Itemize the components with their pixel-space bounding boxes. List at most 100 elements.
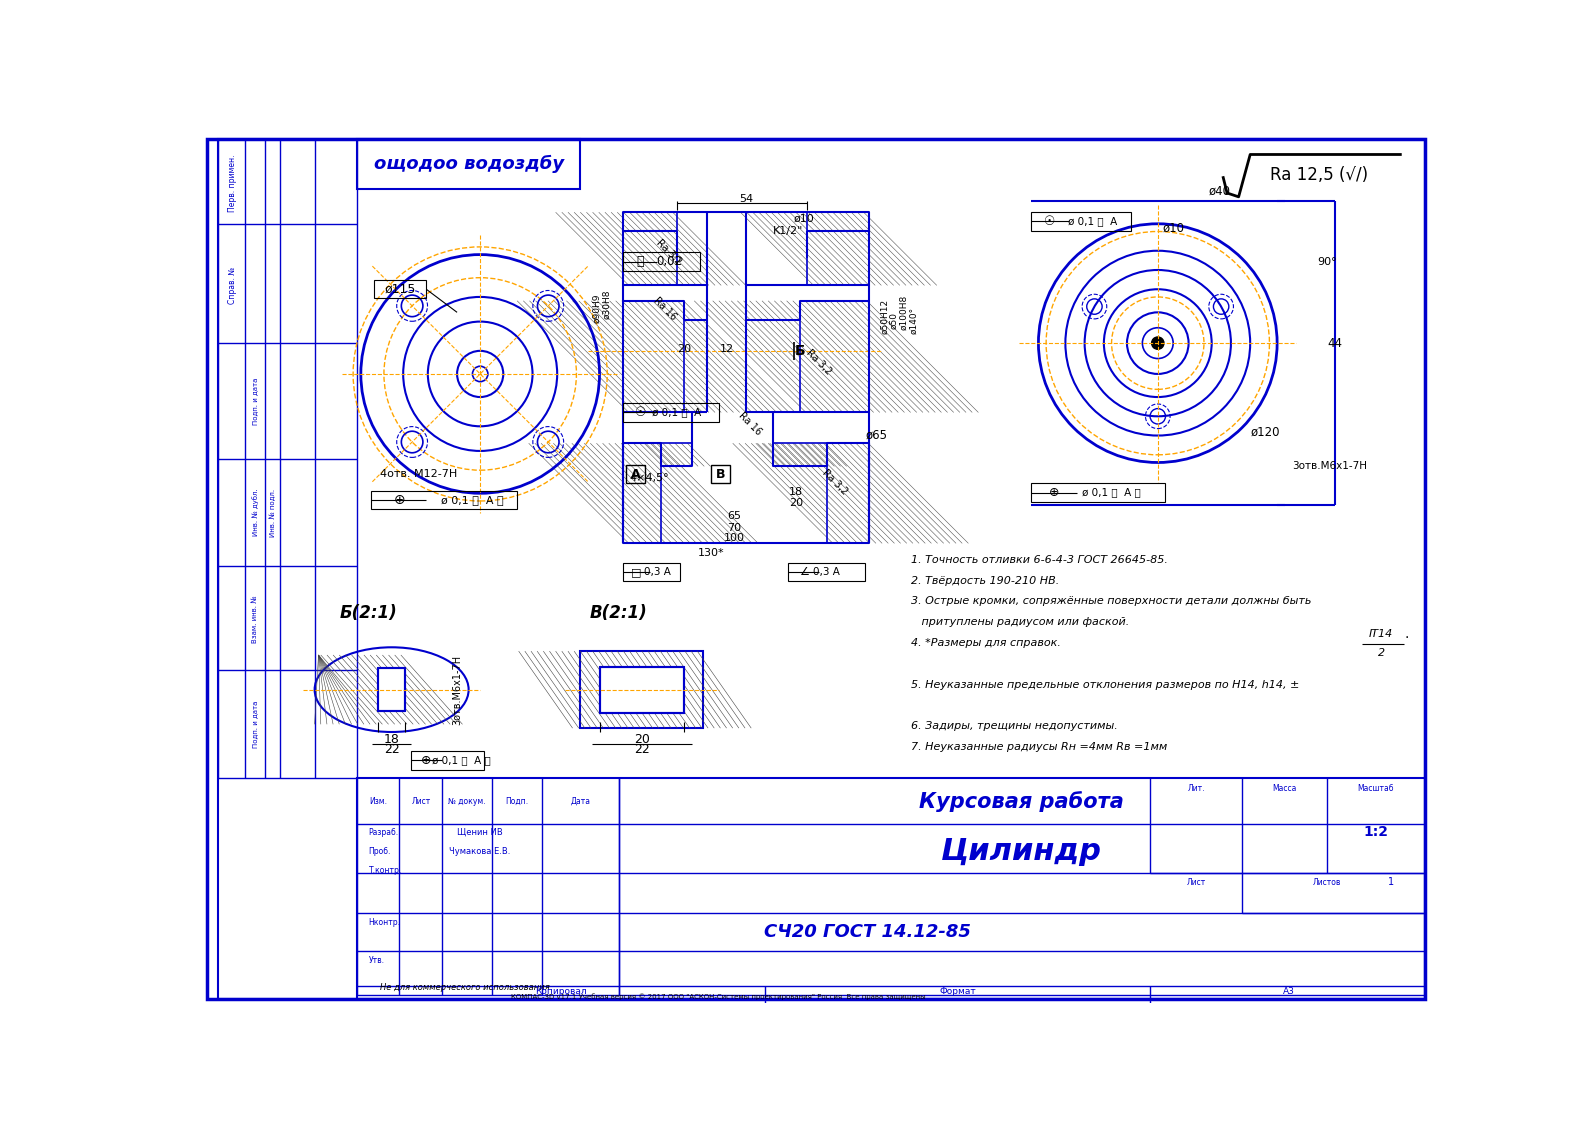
Text: ⊕: ⊕: [393, 494, 404, 507]
Bar: [807, 212, 869, 285]
Text: 0,3 А: 0,3 А: [643, 567, 670, 577]
Bar: [826, 443, 869, 543]
Bar: [772, 443, 826, 467]
Text: Чумакова Е.В.: Чумакова Е.В.: [449, 846, 511, 855]
Text: Проб.: Проб.: [368, 846, 392, 855]
Text: ø50H12: ø50H12: [880, 299, 888, 334]
Text: 3отв.М6х1-7Н: 3отв.М6х1-7Н: [1293, 461, 1368, 471]
Text: Листов: Листов: [1313, 878, 1342, 887]
Text: ⊕: ⊕: [420, 754, 431, 767]
Text: ø50: ø50: [890, 311, 898, 329]
Text: K1/2": K1/2": [774, 227, 804, 237]
Text: ø100H8: ø100H8: [899, 295, 907, 330]
Text: 7. Неуказанные радиусы Rн =4мм Rв =1мм: 7. Неуказанные радиусы Rн =4мм Rв =1мм: [911, 742, 1167, 752]
Bar: [1030, 212, 1130, 231]
Text: Не для коммерческого использования: Не для коммерческого использования: [380, 983, 549, 992]
Text: 12: 12: [720, 345, 734, 354]
Text: 65: 65: [728, 512, 742, 522]
Text: B: B: [716, 468, 726, 480]
Text: Б(2:1): Б(2:1): [339, 604, 398, 622]
Text: ⊕: ⊕: [1049, 486, 1059, 499]
Text: ø90H9: ø90H9: [592, 294, 602, 323]
Text: 130*: 130*: [697, 549, 724, 558]
Text: 1: 1: [1388, 877, 1395, 887]
Text: 0,3 А: 0,3 А: [814, 567, 841, 577]
Text: 100: 100: [724, 533, 745, 543]
Bar: [799, 301, 869, 412]
Bar: [357, 778, 1425, 1000]
Bar: [712, 464, 729, 483]
Text: ∠: ∠: [799, 567, 809, 577]
Text: Инв. № дубл.: Инв. № дубл.: [252, 489, 259, 536]
Text: ☉: ☉: [1044, 215, 1055, 228]
Text: Ra 3,2: Ra 3,2: [654, 238, 683, 267]
Text: Ra 3,2: Ra 3,2: [804, 348, 834, 376]
Text: ø30H8: ø30H8: [603, 290, 611, 319]
Text: притуплены радиусом или фаской.: притуплены радиусом или фаской.: [911, 618, 1130, 628]
Text: 0,02: 0,02: [656, 255, 681, 268]
Text: Цилиндр: Цилиндр: [941, 837, 1102, 866]
Bar: [1030, 483, 1165, 502]
Text: ощодоо водоздбу: ощодоо водоздбу: [374, 154, 564, 172]
Bar: [357, 139, 579, 189]
Text: Копировал: Копировал: [535, 987, 587, 996]
Text: 90°: 90°: [1317, 257, 1337, 267]
Bar: [622, 443, 661, 543]
Text: Б: Б: [794, 344, 806, 358]
Text: Лист: Лист: [411, 797, 430, 806]
Text: ø 0,1 Ⓜ  А: ø 0,1 Ⓜ А: [651, 408, 700, 417]
Bar: [622, 403, 720, 421]
Text: Подп. и дата: Подп. и дата: [253, 378, 258, 425]
Text: 2. Твёрдость 190-210 НВ.: 2. Твёрдость 190-210 НВ.: [911, 576, 1060, 586]
Text: 20: 20: [677, 345, 691, 354]
Bar: [622, 301, 685, 412]
Text: СЧ20 ГОСТ 14.12-85: СЧ20 ГОСТ 14.12-85: [764, 923, 971, 941]
Text: 22: 22: [384, 743, 400, 756]
Text: ø65: ø65: [866, 429, 888, 442]
Text: ø 0,1 Ⓜ  А Ⓜ: ø 0,1 Ⓜ А Ⓜ: [441, 495, 503, 505]
Text: Нконтр.: Нконтр.: [368, 917, 401, 926]
Bar: [627, 464, 645, 483]
Text: .: .: [1404, 628, 1409, 641]
Text: 70: 70: [728, 523, 742, 533]
Text: КОМПАС-3D v17.1 Учебная версия © 2017 ООО "АСКОН-Системы проектирования" Россия : КОМПАС-3D v17.1 Учебная версия © 2017 ОО…: [511, 993, 925, 1000]
Bar: [377, 668, 406, 711]
Text: ø 0,1 Ⓜ  А: ø 0,1 Ⓜ А: [1068, 216, 1118, 227]
Text: Подп.: Подп.: [506, 797, 529, 806]
Text: В(2:1): В(2:1): [591, 604, 648, 622]
Circle shape: [1151, 337, 1164, 349]
Text: IT14: IT14: [1369, 629, 1393, 639]
Text: ☉: ☉: [635, 406, 646, 419]
Text: Взам. инв. №: Взам. инв. №: [253, 595, 258, 642]
Text: 18: 18: [384, 734, 400, 746]
Text: Ra 3,2: Ra 3,2: [820, 468, 849, 496]
Text: ø 0,1 Ⓜ  А Ⓜ: ø 0,1 Ⓜ А Ⓜ: [1083, 488, 1141, 497]
Text: ø115: ø115: [384, 283, 416, 295]
Text: 4. *Размеры для справок.: 4. *Размеры для справок.: [911, 638, 1062, 648]
Text: Т.контр.: Т.контр.: [368, 866, 401, 875]
Text: 3. Острые кромки, сопряжённые поверхности детали должны быть: 3. Острые кромки, сопряжённые поверхност…: [911, 596, 1312, 606]
Bar: [371, 491, 517, 509]
Text: □: □: [632, 567, 642, 577]
Text: 18: 18: [788, 487, 802, 497]
Text: 20: 20: [634, 734, 650, 746]
Text: Перв. примен.: Перв. примен.: [228, 154, 237, 212]
Text: Формат: Формат: [939, 987, 976, 996]
Text: 1. Точность отливки 6-6-4-3 ГОСТ 26645-85.: 1. Точность отливки 6-6-4-3 ГОСТ 26645-8…: [911, 554, 1169, 565]
Bar: [622, 562, 680, 582]
Text: Дата: Дата: [570, 797, 591, 806]
Text: ø 0,1 Ⓜ  А Ⓜ: ø 0,1 Ⓜ А Ⓜ: [431, 755, 490, 765]
Bar: [788, 562, 864, 582]
Text: A: A: [630, 468, 640, 480]
Text: Лист: Лист: [1186, 878, 1205, 887]
Text: 1:2: 1:2: [1363, 825, 1388, 840]
Text: ø10: ø10: [1162, 221, 1184, 234]
Bar: [600, 666, 685, 712]
Bar: [622, 212, 677, 285]
Bar: [661, 443, 693, 467]
Bar: [579, 651, 704, 728]
Text: Ra 16: Ra 16: [651, 295, 678, 322]
Text: Ra 12,5 (√/): Ra 12,5 (√/): [1270, 167, 1369, 185]
Text: ø140°: ø140°: [909, 307, 919, 334]
Text: Масса: Масса: [1272, 783, 1297, 792]
